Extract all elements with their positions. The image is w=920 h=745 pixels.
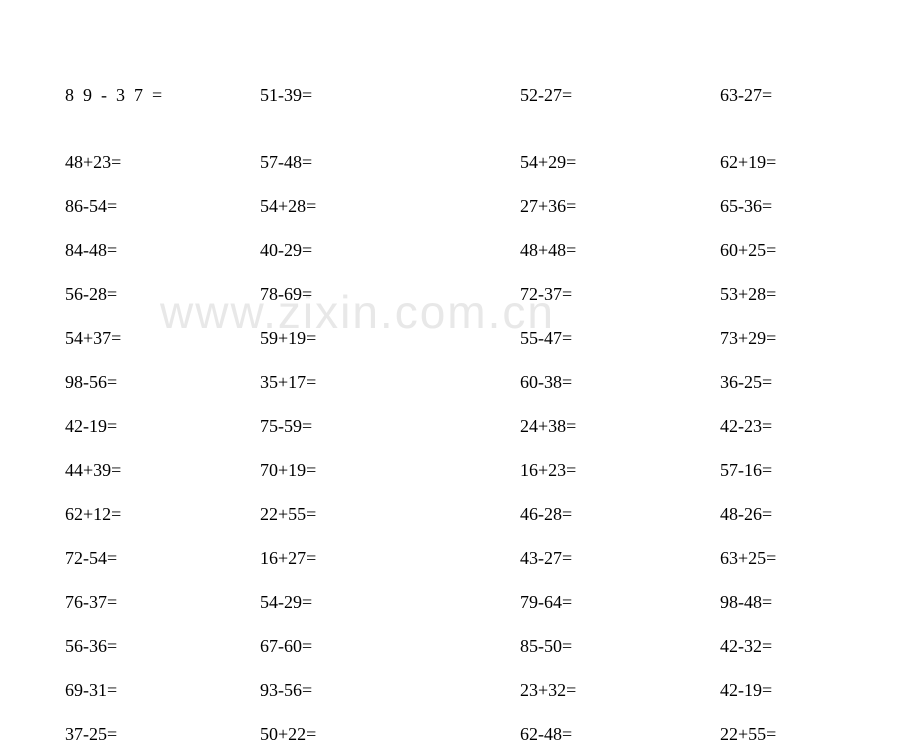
math-problem: 73+29= <box>720 328 860 349</box>
math-problem: 48+48= <box>520 240 720 261</box>
math-problem: 84-48= <box>65 240 260 261</box>
math-problem: 52-27= <box>520 85 720 106</box>
math-problem: 24+38= <box>520 416 720 437</box>
worksheet-row: 48+23=57-48=54+29=62+19= <box>65 152 860 173</box>
math-problem: 51-39= <box>260 85 520 106</box>
math-problem: 93-56= <box>260 680 520 701</box>
math-problem: 54-29= <box>260 592 520 613</box>
math-problem: 60-38= <box>520 372 720 393</box>
math-problem: 76-37= <box>65 592 260 613</box>
worksheet-row: 54+37=59+19=55-47=73+29= <box>65 328 860 349</box>
math-problem: 42-19= <box>720 680 860 701</box>
math-problem: 56-36= <box>65 636 260 657</box>
math-problem: 48-26= <box>720 504 860 525</box>
math-problem: 22+55= <box>720 724 860 745</box>
math-problem: 56-28= <box>65 284 260 305</box>
math-problem: 65-36= <box>720 196 860 217</box>
math-problem: 37-25= <box>65 724 260 745</box>
math-problem: 57-48= <box>260 152 520 173</box>
worksheet-row: 72-54=16+27=43-27=63+25= <box>65 548 860 569</box>
math-problem: 54+28= <box>260 196 520 217</box>
math-problem: 62+12= <box>65 504 260 525</box>
math-worksheet: 89-37=51-39=52-27=63-27=48+23=57-48=54+2… <box>0 0 920 745</box>
math-problem: 35+17= <box>260 372 520 393</box>
math-problem: 54+37= <box>65 328 260 349</box>
worksheet-row: 76-37=54-29=79-64=98-48= <box>65 592 860 613</box>
math-problem: 42-23= <box>720 416 860 437</box>
math-problem: 36-25= <box>720 372 860 393</box>
math-problem: 48+23= <box>65 152 260 173</box>
math-problem: 27+36= <box>520 196 720 217</box>
math-problem: 72-37= <box>520 284 720 305</box>
math-problem: 62+19= <box>720 152 860 173</box>
math-problem: 63+25= <box>720 548 860 569</box>
worksheet-row: 84-48=40-29=48+48=60+25= <box>65 240 860 261</box>
math-problem: 53+28= <box>720 284 860 305</box>
math-problem: 79-64= <box>520 592 720 613</box>
math-problem: 78-69= <box>260 284 520 305</box>
math-problem: 70+19= <box>260 460 520 481</box>
math-problem: 16+23= <box>520 460 720 481</box>
math-problem: 63-27= <box>720 85 860 106</box>
worksheet-row: 56-28=78-69=72-37=53+28= <box>65 284 860 305</box>
worksheet-row: 44+39=70+19=16+23=57-16= <box>65 460 860 481</box>
math-problem: 69-31= <box>65 680 260 701</box>
math-problem: 50+22= <box>260 724 520 745</box>
worksheet-row: 98-56=35+17=60-38=36-25= <box>65 372 860 393</box>
worksheet-row: 89-37=51-39=52-27=63-27= <box>65 85 860 106</box>
math-problem: 86-54= <box>65 196 260 217</box>
worksheet-row: 86-54=54+28=27+36=65-36= <box>65 196 860 217</box>
math-problem: 59+19= <box>260 328 520 349</box>
worksheet-row: 56-36=67-60=85-50=42-32= <box>65 636 860 657</box>
worksheet-row: 69-31=93-56=23+32=42-19= <box>65 680 860 701</box>
math-problem: 57-16= <box>720 460 860 481</box>
math-problem: 72-54= <box>65 548 260 569</box>
math-problem: 23+32= <box>520 680 720 701</box>
math-problem: 44+39= <box>65 460 260 481</box>
math-problem: 42-19= <box>65 416 260 437</box>
math-problem: 55-47= <box>520 328 720 349</box>
worksheet-row: 42-19=75-59=24+38=42-23= <box>65 416 860 437</box>
math-problem: 54+29= <box>520 152 720 173</box>
worksheet-row: 37-25=50+22=62-48=22+55= <box>65 724 860 745</box>
math-problem: 98-56= <box>65 372 260 393</box>
rows-container: 89-37=51-39=52-27=63-27=48+23=57-48=54+2… <box>65 85 860 745</box>
worksheet-row: 62+12=22+55=46-28=48-26= <box>65 504 860 525</box>
math-problem: 98-48= <box>720 592 860 613</box>
math-problem: 42-32= <box>720 636 860 657</box>
math-problem: 89-37= <box>65 85 260 106</box>
math-problem: 22+55= <box>260 504 520 525</box>
math-problem: 67-60= <box>260 636 520 657</box>
math-problem: 43-27= <box>520 548 720 569</box>
math-problem: 85-50= <box>520 636 720 657</box>
math-problem: 46-28= <box>520 504 720 525</box>
math-problem: 16+27= <box>260 548 520 569</box>
math-problem: 40-29= <box>260 240 520 261</box>
math-problem: 62-48= <box>520 724 720 745</box>
math-problem: 60+25= <box>720 240 860 261</box>
math-problem: 75-59= <box>260 416 520 437</box>
